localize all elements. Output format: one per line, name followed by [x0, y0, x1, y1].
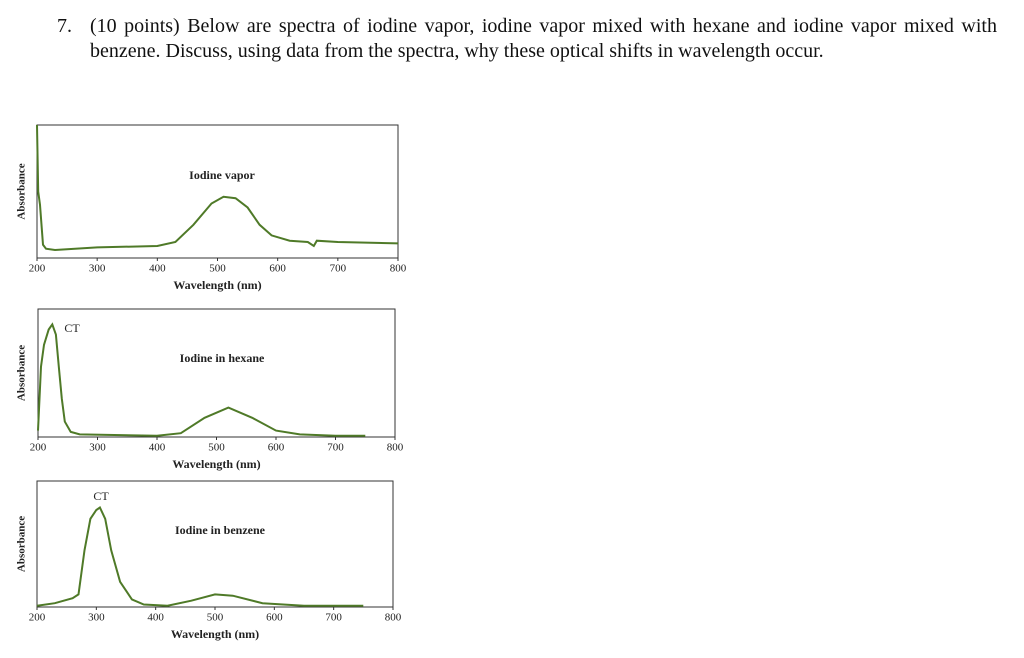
plot-frame — [37, 308, 396, 438]
x-tick-label: 500 — [209, 263, 226, 275]
y-axis-label: Absorbance — [16, 516, 28, 572]
spectrum-label: Iodine in hexane — [180, 351, 265, 365]
x-tick-label: 400 — [149, 442, 166, 454]
x-tick-label: 800 — [385, 612, 402, 624]
x-axis-label: Wavelength (nm) — [173, 278, 261, 292]
question-number: 7. — [57, 15, 72, 37]
x-tick-label: 400 — [147, 612, 164, 624]
x-tick-label: 200 — [29, 612, 46, 624]
x-tick-label: 800 — [390, 263, 407, 275]
spectrum-line — [37, 322, 366, 437]
x-axis-label: Wavelength (nm) — [171, 627, 259, 641]
spectrum-label: Iodine vapor — [189, 168, 255, 182]
x-tick-label: 700 — [330, 263, 347, 275]
plot-frame — [36, 480, 394, 608]
x-tick-label: 500 — [208, 442, 225, 454]
x-tick-label: 600 — [269, 263, 286, 275]
x-tick-label: 500 — [207, 612, 224, 624]
ct-annotation: CT — [64, 321, 80, 335]
plot-frame — [36, 124, 399, 259]
x-tick-label: 400 — [149, 263, 166, 275]
x-tick-label: 200 — [29, 263, 46, 275]
x-tick-label: 800 — [387, 442, 404, 454]
spectrum-line — [36, 506, 364, 607]
x-tick-label: 300 — [89, 442, 106, 454]
x-tick-label: 600 — [266, 612, 283, 624]
x-tick-label: 600 — [268, 442, 285, 454]
ct-annotation: CT — [93, 489, 109, 503]
x-tick-label: 200 — [30, 442, 47, 454]
x-tick-label: 700 — [325, 612, 342, 624]
x-axis-label: Wavelength (nm) — [172, 457, 260, 471]
y-axis-label: Absorbance — [16, 345, 28, 401]
x-tick-label: 700 — [327, 442, 344, 454]
x-tick-label: 300 — [89, 263, 106, 275]
spectrum-line — [36, 124, 399, 252]
question-text: (10 points) Below are spectra of iodine … — [90, 15, 997, 62]
x-tick-label: 300 — [88, 612, 105, 624]
spectrum-label: Iodine in benzene — [175, 523, 266, 537]
y-axis-label: Absorbance — [16, 163, 28, 219]
